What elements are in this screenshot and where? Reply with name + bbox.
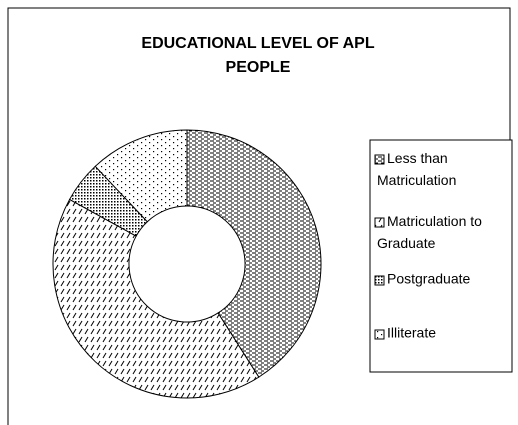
legend-label: Less than Matriculation [377, 150, 456, 188]
legend-box [369, 139, 513, 373]
legend-swatch [374, 154, 385, 165]
legend-label: Illiterate [387, 325, 436, 341]
legend-label: Postgraduate [387, 271, 470, 287]
legend-swatch [374, 275, 385, 286]
legend-swatch [374, 329, 385, 340]
donut-segment [186, 129, 322, 378]
donut-segment [94, 129, 188, 223]
legend-label: Matriculation to Graduate [377, 213, 482, 251]
donut-segment [52, 198, 260, 399]
chart-title: EDUCATIONAL LEVEL OF APL PEOPLE [141, 35, 374, 76]
legend-swatch [374, 217, 385, 228]
